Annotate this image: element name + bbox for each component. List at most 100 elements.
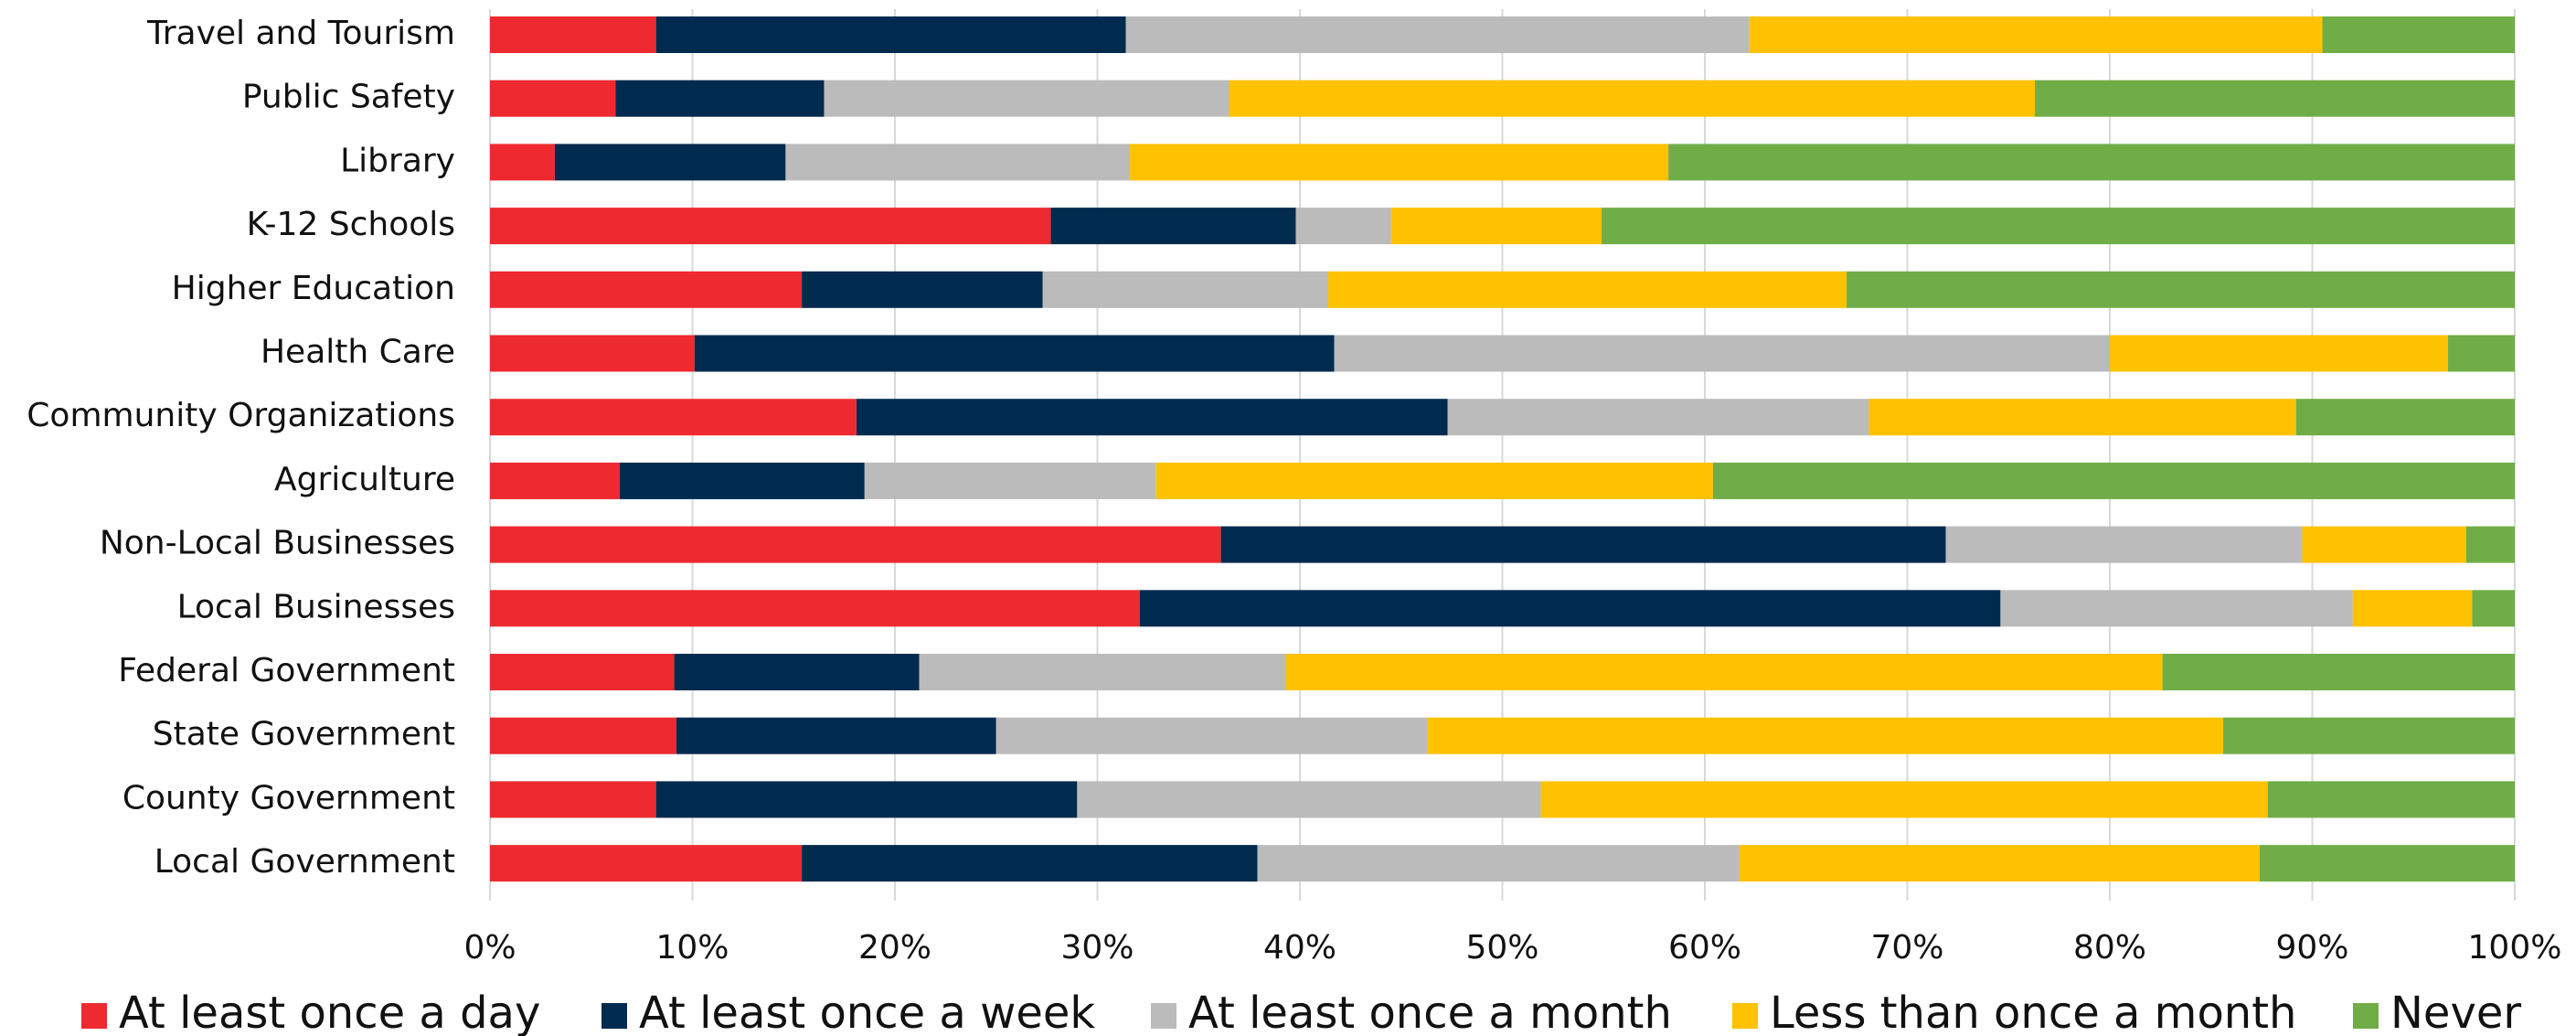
bar-segment (490, 399, 857, 436)
bar-segment (1285, 654, 2163, 690)
bar-segment (856, 399, 1448, 436)
x-tick-label: 20% (858, 929, 931, 967)
bar-segment (490, 526, 1221, 563)
x-tick-label: 30% (1060, 929, 1134, 967)
bar-segment (802, 845, 1258, 882)
bar-segment (995, 717, 1428, 754)
y-tick-label: Library (340, 142, 455, 179)
legend-label: At least once a week (639, 988, 1095, 1036)
bar-segment (490, 208, 1051, 245)
y-tick-label: Health Care (261, 334, 455, 371)
bar-segment (1668, 144, 2515, 181)
bar-segment (2472, 590, 2515, 627)
bar-segment (2295, 399, 2515, 436)
bar-segment (2035, 80, 2515, 117)
bar-segment (1540, 781, 2268, 818)
legend-swatch (1732, 1003, 1758, 1029)
y-tick-label: Higher Education (172, 270, 455, 307)
x-tick-label: 80% (2073, 929, 2146, 967)
bar-segment (1229, 80, 2036, 117)
bar-segment (1155, 462, 1713, 499)
bar-segment (919, 654, 1286, 690)
bar-segment (1129, 144, 1669, 181)
y-tick-label: Public Safety (242, 79, 455, 116)
bar-segment (1125, 16, 1750, 53)
bar-segment (1334, 335, 2110, 372)
bar-segment (1427, 717, 2224, 754)
bar-segment (1257, 845, 1740, 882)
bar-segment (1447, 399, 1869, 436)
legend-swatch (81, 1003, 107, 1029)
bar-segment (490, 717, 676, 754)
y-tick-label: Local Government (154, 843, 455, 881)
x-tick-label: 70% (1870, 929, 1943, 967)
bar-segment (1295, 208, 1391, 245)
x-tick-label: 0% (463, 929, 516, 967)
legend-label: At least once a day (119, 988, 540, 1036)
bar-segment (864, 462, 1156, 499)
bar-segment (490, 845, 803, 882)
x-tick-label: 10% (655, 929, 729, 967)
bar-segment (655, 781, 1078, 818)
bar-segment (490, 654, 675, 690)
bar-segment (1749, 16, 2323, 53)
bar-segment (1945, 526, 2303, 563)
bar-segment (2162, 654, 2515, 690)
legend-label: Never (2390, 988, 2521, 1036)
bar-segment (615, 80, 825, 117)
x-tick-label: 100% (2468, 929, 2562, 967)
bar-segment (2322, 16, 2515, 53)
bar-segment (2000, 590, 2353, 627)
bar-segment (1868, 399, 2296, 436)
bar-segment (1390, 208, 1602, 245)
bar-segment (490, 335, 695, 372)
legend-swatch (1151, 1003, 1176, 1029)
bar-segment (2267, 781, 2515, 818)
bar-segment (674, 654, 920, 690)
x-tick-label: 40% (1263, 929, 1336, 967)
x-tick-label: 90% (2275, 929, 2348, 967)
bar-segment (490, 462, 620, 499)
bar-segment (785, 144, 1130, 181)
bar-segment (2110, 335, 2448, 372)
bar-segment (824, 80, 1229, 117)
y-tick-label: Local Businesses (177, 588, 455, 625)
bar-segment (2259, 845, 2515, 882)
bar-segment (1602, 208, 2515, 245)
legend-swatch (601, 1003, 627, 1029)
bar-segment (655, 16, 1126, 53)
bar-segment (1042, 271, 1329, 308)
bar-segment (2302, 526, 2466, 563)
bar-segment (2465, 526, 2515, 563)
bar-segment (1220, 526, 1946, 563)
legend-label: At least once a month (1188, 988, 1672, 1036)
x-tick-label: 60% (1668, 929, 1741, 967)
y-tick-label: Non-Local Businesses (100, 525, 455, 562)
bar-segment (490, 144, 555, 181)
bar-segment (490, 271, 803, 308)
bar-segment (1328, 271, 1847, 308)
bar-segment (1739, 845, 2260, 882)
x-tick-label: 50% (1465, 929, 1538, 967)
bar-segment (2223, 717, 2515, 754)
bar-segment (619, 462, 865, 499)
y-tick-label: Community Organizations (27, 397, 455, 434)
bar-segment (694, 335, 1335, 372)
y-tick-label: Agriculture (274, 461, 455, 498)
bar-segment (1077, 781, 1541, 818)
bar-segment (1050, 208, 1296, 245)
bar-segment (2352, 590, 2473, 627)
bar-segment (490, 590, 1141, 627)
y-tick-label: Federal Government (118, 652, 455, 689)
bar-segment (490, 80, 616, 117)
bar-segment (676, 717, 996, 754)
bar-segment (2447, 335, 2515, 372)
legend-swatch (2353, 1003, 2379, 1029)
legend-label: Less than once a month (1770, 988, 2296, 1036)
bar-segment (490, 781, 656, 818)
y-tick-label: County Government (122, 779, 455, 817)
bar-segment (802, 271, 1043, 308)
y-tick-label: State Government (153, 716, 455, 753)
bar-segment (1140, 590, 2001, 627)
